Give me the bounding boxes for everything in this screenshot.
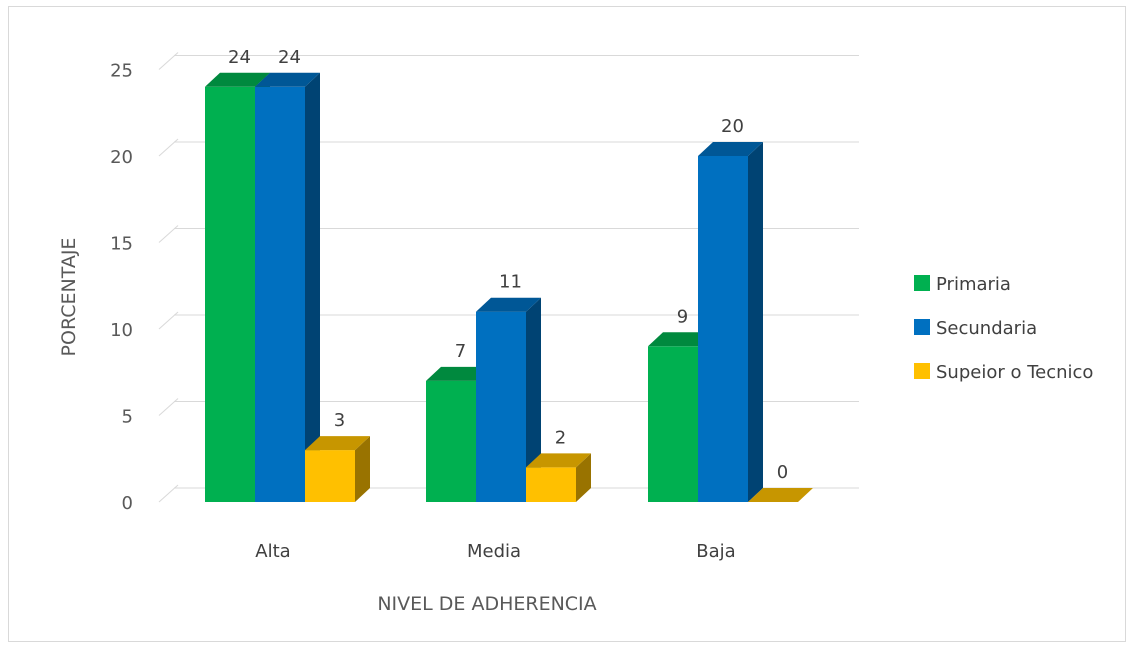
y-tick-label: 15 bbox=[110, 234, 133, 255]
gridline-diagonal bbox=[158, 52, 179, 70]
y-tick-label: 10 bbox=[110, 320, 133, 341]
data-label: 24 bbox=[228, 47, 251, 68]
data-label: 20 bbox=[721, 116, 744, 137]
chart-frame: 0 5 10 15 20 25 24 24 3 Alta 7 11 2 Media 9 20 0 Baja NIVE… bbox=[8, 6, 1126, 642]
data-label: 3 bbox=[334, 410, 345, 431]
gridline-diagonal bbox=[158, 398, 179, 416]
data-label: 0 bbox=[777, 462, 788, 483]
y-tick-label: 5 bbox=[122, 407, 133, 428]
legend-label: Primaria bbox=[936, 274, 1011, 295]
gridline-diagonal bbox=[158, 225, 179, 243]
bar-alta-supeior-o-tecnico bbox=[305, 436, 370, 502]
legend-swatch bbox=[914, 319, 930, 335]
gridline-diagonal bbox=[158, 311, 179, 330]
legend-swatch bbox=[914, 275, 930, 291]
data-label: 2 bbox=[555, 427, 566, 448]
legend-swatch bbox=[914, 363, 930, 379]
y-tick-label: 20 bbox=[110, 147, 133, 168]
bar-baja-secundaria bbox=[698, 142, 763, 502]
legend-label: Supeior o Tecnico bbox=[936, 362, 1093, 383]
y-tick-label: 0 bbox=[122, 493, 133, 514]
y-axis-title: PORCENTAJE bbox=[58, 238, 80, 357]
gridline-diagonal bbox=[158, 138, 179, 157]
bar-media-supeior-o-tecnico bbox=[526, 453, 591, 502]
gridline-diagonal bbox=[158, 484, 179, 503]
x-category-label: Alta bbox=[255, 541, 290, 562]
x-axis-title: NIVEL DE ADHERENCIA bbox=[377, 593, 596, 615]
data-label: 9 bbox=[677, 306, 688, 327]
data-label: 7 bbox=[455, 341, 466, 362]
bar-baja-supeior-o-tecnico bbox=[748, 488, 813, 503]
bar-media-secundaria bbox=[476, 297, 541, 502]
bar-alta-secundaria bbox=[255, 72, 320, 503]
x-category-label: Media bbox=[467, 541, 521, 562]
y-tick-label: 25 bbox=[110, 61, 133, 82]
x-category-label: Baja bbox=[696, 541, 735, 562]
data-label: 24 bbox=[278, 47, 301, 68]
data-label: 11 bbox=[499, 272, 522, 293]
bar-chart: 0 5 10 15 20 25 24 24 3 Alta 7 11 2 Media 9 20 0 Baja NIVE… bbox=[58, 47, 1093, 615]
legend-label: Secundaria bbox=[936, 318, 1037, 339]
